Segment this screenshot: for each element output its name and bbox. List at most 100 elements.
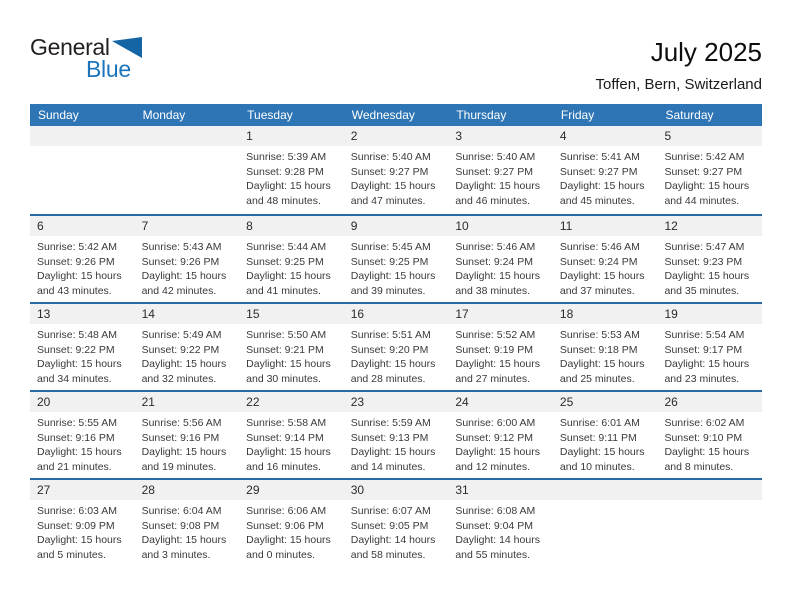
day-number: 10 [455, 219, 469, 233]
sunset-line: Sunset: 9:11 PM [559, 431, 637, 444]
sunset-line: Sunset: 9:08 PM [141, 519, 220, 532]
day-number: 20 [37, 395, 51, 409]
page-subtitle: Toffen, Bern, Switzerland [595, 75, 762, 93]
day-number: 31 [455, 483, 469, 497]
daylight-line-1: Daylight: 15 hours [664, 358, 750, 370]
sunset-line: Sunset: 9:21 PM [246, 343, 324, 356]
sunrise-line: Sunrise: 6:02 AM [664, 417, 745, 429]
sunset-line: Sunset: 9:24 PM [559, 255, 638, 268]
sunset-line: Sunset: 9:24 PM [455, 255, 533, 268]
daylight-line-2: and 55 minutes. [455, 548, 531, 561]
day-number: 11 [559, 219, 573, 233]
day-number: 24 [455, 395, 469, 409]
day-number-band: 1 2 3 4 5 [30, 126, 762, 146]
daylight-line-2: and 8 minutes. [664, 460, 734, 473]
daylight-line-2: and 48 minutes. [246, 194, 321, 207]
weekday-header-thursday: Thursday [456, 108, 507, 122]
sunrise-line: Sunrise: 5:42 AM [37, 241, 117, 253]
daylight-line-2: and 25 minutes. [559, 372, 635, 385]
day-number: 13 [37, 307, 51, 321]
day-cell: Sunrise: 6:01 AM Sunset: 9:11 PM Daylight:… [553, 412, 658, 474]
day-details-row: Sunrise: 5:42 AM Sunset: 9:26 PM Daylight:… [30, 236, 762, 298]
daylight-line-2: and 44 minutes. [664, 194, 740, 207]
day-cell: Sunrise: 6:07 AM Sunset: 9:05 PM Daylight:… [344, 500, 449, 562]
day-number-band: 6 7 8 9 10 11 12 [30, 216, 762, 236]
sunset-line: Sunset: 9:14 PM [246, 431, 324, 444]
sunrise-line: Sunrise: 5:45 AM [350, 241, 431, 253]
day-cell [553, 500, 658, 562]
sunset-line: Sunset: 9:25 PM [246, 255, 324, 268]
daylight-line-1: Daylight: 15 hours [246, 270, 331, 282]
daylight-line-2: and 28 minutes. [350, 372, 426, 385]
daylight-line-2: and 19 minutes. [141, 460, 217, 473]
sunrise-line: Sunrise: 5:49 AM [141, 329, 222, 341]
daylight-line-1: Daylight: 15 hours [455, 358, 540, 370]
daylight-line-1: Daylight: 15 hours [455, 180, 540, 192]
day-number: 30 [350, 483, 365, 497]
sunrise-line: Sunrise: 6:00 AM [455, 417, 536, 429]
sunrise-line: Sunrise: 5:43 AM [141, 241, 222, 253]
calendar-titles: July 2025 Toffen, Bern, Switzerland [596, 38, 762, 93]
daylight-line-1: Daylight: 15 hours [559, 446, 645, 458]
weekday-header-wednesday: Wednesday [351, 108, 415, 122]
day-cell: Sunrise: 5:49 AM Sunset: 9:22 PM Daylight:… [135, 324, 240, 386]
day-number: 19 [664, 307, 678, 321]
daylight-line-2: and 32 minutes. [141, 372, 217, 385]
day-number [135, 126, 240, 146]
sunset-line: Sunset: 9:09 PM [37, 519, 115, 532]
day-cell: Sunrise: 5:44 AM Sunset: 9:25 PM Daylight:… [239, 236, 344, 298]
day-number: 4 [559, 129, 567, 143]
logo-text-general: General [30, 34, 110, 60]
sunset-line: Sunset: 9:18 PM [559, 343, 638, 356]
daylight-line-2: and 58 minutes. [350, 548, 426, 561]
sunset-line: Sunset: 9:28 PM [246, 165, 324, 178]
sunrise-line: Sunrise: 6:01 AM [559, 417, 640, 429]
daylight-line-1: Daylight: 15 hours [455, 446, 540, 458]
day-cell: Sunrise: 5:43 AM Sunset: 9:26 PM Daylight:… [135, 236, 240, 298]
sunrise-line: Sunrise: 5:44 AM [246, 241, 327, 253]
sunrise-line: Sunrise: 5:42 AM [664, 151, 745, 163]
daylight-line-1: Daylight: 15 hours [455, 270, 540, 282]
sunset-line: Sunset: 9:27 PM [455, 165, 533, 178]
day-number: 1 [246, 129, 253, 143]
day-number: 29 [246, 483, 260, 497]
day-number: 22 [246, 395, 260, 409]
daylight-line-2: and 39 minutes. [350, 284, 426, 297]
sunset-line: Sunset: 9:25 PM [350, 255, 429, 268]
sunrise-line: Sunrise: 5:46 AM [455, 241, 536, 253]
day-cell: Sunrise: 6:03 AM Sunset: 9:09 PM Daylight:… [30, 500, 135, 562]
daylight-line-1: Daylight: 15 hours [37, 446, 122, 458]
sunset-line: Sunset: 9:10 PM [664, 431, 743, 444]
day-number: 14 [141, 307, 155, 321]
daylight-line-1: Daylight: 15 hours [141, 358, 227, 370]
day-cell: Sunrise: 5:46 AM Sunset: 9:24 PM Daylight:… [553, 236, 658, 298]
sunrise-line: Sunrise: 5:55 AM [37, 417, 117, 429]
week-row: 13 14 15 16 17 18 19 Sunrise: 5:48 AM Sunset: 9:… [30, 302, 762, 390]
daylight-line-2: and 30 minutes. [246, 372, 321, 385]
daylight-line-2: and 34 minutes. [37, 372, 112, 385]
day-cell [135, 146, 240, 208]
daylight-line-2: and 43 minutes. [37, 284, 112, 297]
daylight-line-2: and 21 minutes. [37, 460, 112, 473]
day-cell [657, 500, 762, 562]
weekday-header-friday: Friday [560, 108, 595, 122]
sunset-line: Sunset: 9:06 PM [246, 519, 324, 532]
daylight-line-2: and 23 minutes. [664, 372, 740, 385]
day-cell: Sunrise: 6:06 AM Sunset: 9:06 PM Daylight:… [239, 500, 344, 562]
sunset-line: Sunset: 9:19 PM [455, 343, 533, 356]
daylight-line-1: Daylight: 15 hours [350, 270, 436, 282]
day-cell: Sunrise: 6:04 AM Sunset: 9:08 PM Daylight:… [135, 500, 240, 562]
day-number [553, 480, 658, 500]
day-cell: Sunrise: 6:08 AM Sunset: 9:04 PM Daylight:… [448, 500, 553, 562]
weekday-header-sunday: Sunday [38, 108, 79, 122]
daylight-line-1: Daylight: 14 hours [455, 534, 540, 546]
daylight-line-2: and 14 minutes. [350, 460, 426, 473]
sunrise-line: Sunrise: 5:58 AM [246, 417, 327, 429]
daylight-line-1: Daylight: 15 hours [559, 270, 645, 282]
sunrise-line: Sunrise: 5:46 AM [559, 241, 640, 253]
daylight-line-2: and 45 minutes. [559, 194, 635, 207]
day-cell [30, 146, 135, 208]
sunrise-line: Sunrise: 5:54 AM [664, 329, 745, 341]
daylight-line-1: Daylight: 14 hours [350, 534, 436, 546]
logo-text-blue: Blue [86, 56, 131, 82]
